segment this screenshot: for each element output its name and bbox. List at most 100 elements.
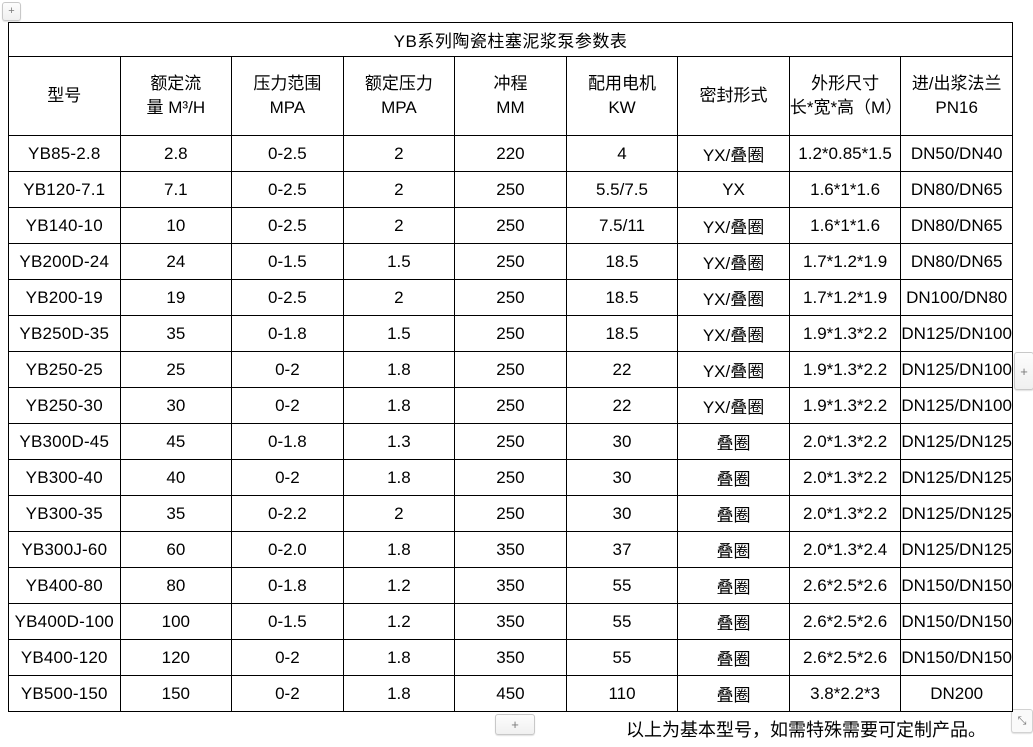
- table-cell[interactable]: 24: [119, 243, 233, 280]
- table-cell[interactable]: 0-2.5: [231, 171, 344, 208]
- table-cell[interactable]: 2: [342, 279, 456, 316]
- table-cell[interactable]: 37: [565, 531, 679, 568]
- table-cell[interactable]: 2.6*2.5*2.6: [788, 567, 902, 604]
- table-cell[interactable]: 7.1: [119, 171, 233, 208]
- table-cell[interactable]: 35: [119, 315, 233, 352]
- table-cell[interactable]: 2: [342, 171, 456, 208]
- table-row[interactable]: YB250-25 25 0-2 1.8 250 22 YX/叠圈 1.9*1.3*2.2 DN1…: [8, 351, 1013, 388]
- table-cell[interactable]: 1.8: [342, 531, 456, 568]
- table-cell[interactable]: 叠圈: [677, 603, 790, 640]
- table-cell[interactable]: 350: [454, 531, 567, 568]
- table-cell[interactable]: 1.7*1.2*1.9: [788, 279, 902, 316]
- table-cell[interactable]: DN125/DN100: [900, 315, 1013, 352]
- cell-model[interactable]: YB400-80: [8, 567, 121, 604]
- table-row[interactable]: YB500-150 150 0-2 1.8 450 110 叠圈 3.8*2.2*3 DN200: [8, 675, 1013, 712]
- table-cell[interactable]: YX/叠圈: [677, 135, 790, 172]
- table-cell[interactable]: 250: [454, 207, 567, 244]
- table-cell[interactable]: 2: [342, 135, 456, 172]
- cell-model[interactable]: YB500-150: [8, 675, 121, 712]
- table-row[interactable]: YB300-35 35 0-2.2 2 250 30 叠圈 2.0*1.3*2.2 DN125/…: [8, 495, 1013, 532]
- table-cell[interactable]: 0-1.5: [231, 603, 344, 640]
- cell-model[interactable]: YB400D-100: [8, 603, 121, 640]
- table-cell[interactable]: 4: [565, 135, 679, 172]
- table-cell[interactable]: 18.5: [565, 315, 679, 352]
- table-cell[interactable]: 1.6*1*1.6: [788, 207, 902, 244]
- table-cell[interactable]: 7.5/11: [565, 207, 679, 244]
- table-cell[interactable]: 1.2: [342, 567, 456, 604]
- table-cell[interactable]: 150: [119, 675, 233, 712]
- table-cell[interactable]: 30: [119, 387, 233, 424]
- table-cell[interactable]: 250: [454, 351, 567, 388]
- table-cell[interactable]: 120: [119, 639, 233, 676]
- table-cell[interactable]: DN50/DN40: [900, 135, 1013, 172]
- table-cell[interactable]: 0-2.5: [231, 279, 344, 316]
- table-cell[interactable]: 250: [454, 423, 567, 460]
- table-cell[interactable]: DN150/DN150: [900, 603, 1013, 640]
- table-cell[interactable]: 250: [454, 315, 567, 352]
- table-row[interactable]: YB250-30 30 0-2 1.8 250 22 YX/叠圈 1.9*1.3*2.2 DN1…: [8, 387, 1013, 424]
- table-cell[interactable]: 40: [119, 459, 233, 496]
- table-cell[interactable]: 22: [565, 351, 679, 388]
- table-cell[interactable]: 2.6*2.5*2.6: [788, 603, 902, 640]
- table-cell[interactable]: 250: [454, 387, 567, 424]
- table-cell[interactable]: 2.0*1.3*2.2: [788, 423, 902, 460]
- table-row[interactable]: YB120-7.1 7.1 0-2.5 2 250 5.5/7.5 YX 1.6*1*1.6 D…: [8, 171, 1013, 208]
- table-cell[interactable]: 2.0*1.3*2.2: [788, 495, 902, 532]
- table-cell[interactable]: 0-2.5: [231, 207, 344, 244]
- table-cell[interactable]: 2.0*1.3*2.4: [788, 531, 902, 568]
- table-cell[interactable]: DN80/DN65: [900, 243, 1013, 280]
- table-row[interactable]: YB140-10 10 0-2.5 2 250 7.5/11 YX/叠圈 1.6*1*1.6 D…: [8, 207, 1013, 244]
- table-cell[interactable]: 18.5: [565, 243, 679, 280]
- table-cell[interactable]: 叠圈: [677, 423, 790, 460]
- table-cell[interactable]: 0-2: [231, 351, 344, 388]
- table-cell[interactable]: 1.2: [342, 603, 456, 640]
- table-row[interactable]: YB85-2.8 2.8 0-2.5 2 220 4 YX/叠圈 1.2*0.85*1.5 DN…: [8, 135, 1013, 172]
- table-cell[interactable]: DN125/DN125: [900, 531, 1013, 568]
- cell-model[interactable]: YB250-25: [8, 351, 121, 388]
- table-cell[interactable]: 1.6*1*1.6: [788, 171, 902, 208]
- cell-model[interactable]: YB300J-60: [8, 531, 121, 568]
- cell-model[interactable]: YB300-35: [8, 495, 121, 532]
- table-cell[interactable]: 350: [454, 603, 567, 640]
- cell-model[interactable]: YB400-120: [8, 639, 121, 676]
- table-cell[interactable]: 2.0*1.3*2.2: [788, 459, 902, 496]
- table-cell[interactable]: 0-1.5: [231, 243, 344, 280]
- table-cell[interactable]: DN150/DN150: [900, 567, 1013, 604]
- table-cell[interactable]: DN80/DN65: [900, 207, 1013, 244]
- table-cell[interactable]: YX/叠圈: [677, 387, 790, 424]
- add-row-handle-bottom[interactable]: +: [495, 714, 535, 735]
- table-cell[interactable]: DN125/DN125: [900, 423, 1013, 460]
- cell-model[interactable]: YB300D-45: [8, 423, 121, 460]
- table-cell[interactable]: 18.5: [565, 279, 679, 316]
- table-cell[interactable]: 0-1.8: [231, 423, 344, 460]
- table-cell[interactable]: 25: [119, 351, 233, 388]
- table-cell[interactable]: 2: [342, 207, 456, 244]
- table-cell[interactable]: YX: [677, 171, 790, 208]
- table-cell[interactable]: 220: [454, 135, 567, 172]
- table-cell[interactable]: 叠圈: [677, 675, 790, 712]
- table-cell[interactable]: 110: [565, 675, 679, 712]
- table-cell[interactable]: 55: [565, 603, 679, 640]
- table-row[interactable]: YB200D-24 24 0-1.5 1.5 250 18.5 YX/叠圈 1.7*1.2*1…: [8, 243, 1013, 280]
- table-cell[interactable]: 22: [565, 387, 679, 424]
- table-cell[interactable]: 0-2.2: [231, 495, 344, 532]
- table-cell[interactable]: 叠圈: [677, 567, 790, 604]
- table-row[interactable]: YB250D-35 35 0-1.8 1.5 250 18.5 YX/叠圈 1.9*1.3*2…: [8, 315, 1013, 352]
- table-cell[interactable]: 1.8: [342, 387, 456, 424]
- table-cell[interactable]: 5.5/7.5: [565, 171, 679, 208]
- table-cell[interactable]: DN125/DN100: [900, 351, 1013, 388]
- table-cell[interactable]: 250: [454, 243, 567, 280]
- table-cell[interactable]: 1.5: [342, 243, 456, 280]
- table-cell[interactable]: 19: [119, 279, 233, 316]
- table-cell[interactable]: 1.9*1.3*2.2: [788, 315, 902, 352]
- table-row[interactable]: YB400D-100 100 0-1.5 1.2 350 55 叠圈 2.6*2.5*2.6 D…: [8, 603, 1013, 640]
- table-cell[interactable]: 60: [119, 531, 233, 568]
- table-cell[interactable]: 250: [454, 459, 567, 496]
- table-cell[interactable]: 35: [119, 495, 233, 532]
- table-cell[interactable]: 1.5: [342, 315, 456, 352]
- table-cell[interactable]: YX/叠圈: [677, 315, 790, 352]
- table-cell[interactable]: 350: [454, 567, 567, 604]
- table-cell[interactable]: 1.8: [342, 351, 456, 388]
- table-cell[interactable]: DN100/DN80: [900, 279, 1013, 316]
- table-cell[interactable]: 100: [119, 603, 233, 640]
